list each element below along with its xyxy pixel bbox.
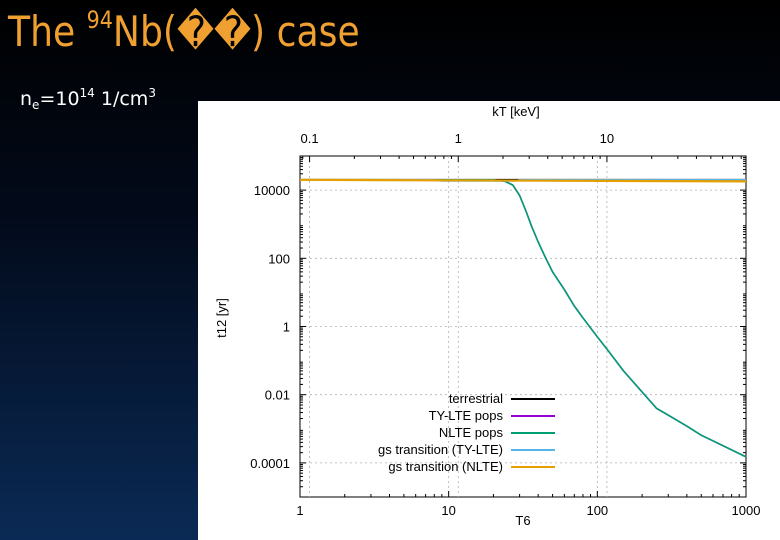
series-line-nlte-pops [300, 179, 747, 458]
x2-tick-label: 0.1 [301, 131, 319, 146]
legend: terrestrial TY-LTE pops NLTE pops gs transi… [378, 391, 555, 474]
x-axis-label: T6 [515, 513, 530, 528]
y-tick-label: 0.0001 [250, 456, 290, 471]
grid [300, 156, 746, 497]
density-unit: 1/cm [94, 88, 149, 110]
title-mass-number: 94 [86, 6, 113, 34]
x2-tick-label: 10 [600, 131, 614, 146]
title-suffix: ) case [251, 7, 360, 56]
density-symbol: n [20, 88, 33, 110]
title-element: Nb( [112, 7, 177, 56]
legend-label: NLTE pops [439, 425, 504, 440]
tick-labels: 1 10 100 1000 0.1 1 10 0.0001 0.01 1 100 10000 [250, 131, 760, 518]
x2-axis-label: kT [keV] [492, 104, 539, 119]
legend-label: TY-LTE pops [429, 408, 504, 423]
axis-ticks [299, 156, 747, 497]
y-tick-label: 100 [268, 251, 290, 266]
series-line-gs-transition-nlte [299, 178, 747, 183]
density-exponent: 14 [79, 86, 95, 100]
legend-label: terrestrial [449, 391, 503, 406]
title-garbled-glyphs: �� [176, 7, 252, 56]
plot-panel: 1 10 100 1000 0.1 1 10 0.0001 0.01 1 100 10000 T6 k… [198, 101, 780, 540]
density-unit-exponent: 3 [148, 86, 156, 100]
half-life-chart: 1 10 100 1000 0.1 1 10 0.0001 0.01 1 100 10000 T6 k… [214, 104, 760, 528]
x-tick-label: 1 [296, 503, 303, 518]
x-tick-label: 10 [441, 503, 455, 518]
y-tick-label: 1 [283, 320, 290, 335]
density-subscript: e [32, 98, 40, 112]
series-lines [299, 178, 747, 458]
slide-title: The 94Nb(��) case [8, 6, 360, 56]
legend-label: gs transition (NLTE) [388, 459, 503, 474]
title-prefix: The [8, 7, 87, 56]
density-equals: =10 [39, 88, 80, 110]
x2-tick-label: 1 [455, 131, 462, 146]
y-tick-label: 0.01 [265, 388, 290, 403]
x-tick-label: 1000 [732, 503, 761, 518]
legend-label: gs transition (TY-LTE) [378, 442, 503, 457]
x-tick-label: 100 [586, 503, 608, 518]
electron-density-label: ne=1014 1/cm3 [20, 86, 156, 112]
y-axis-label: t12 [yr] [214, 298, 229, 338]
y-tick-label: 10000 [254, 183, 290, 198]
